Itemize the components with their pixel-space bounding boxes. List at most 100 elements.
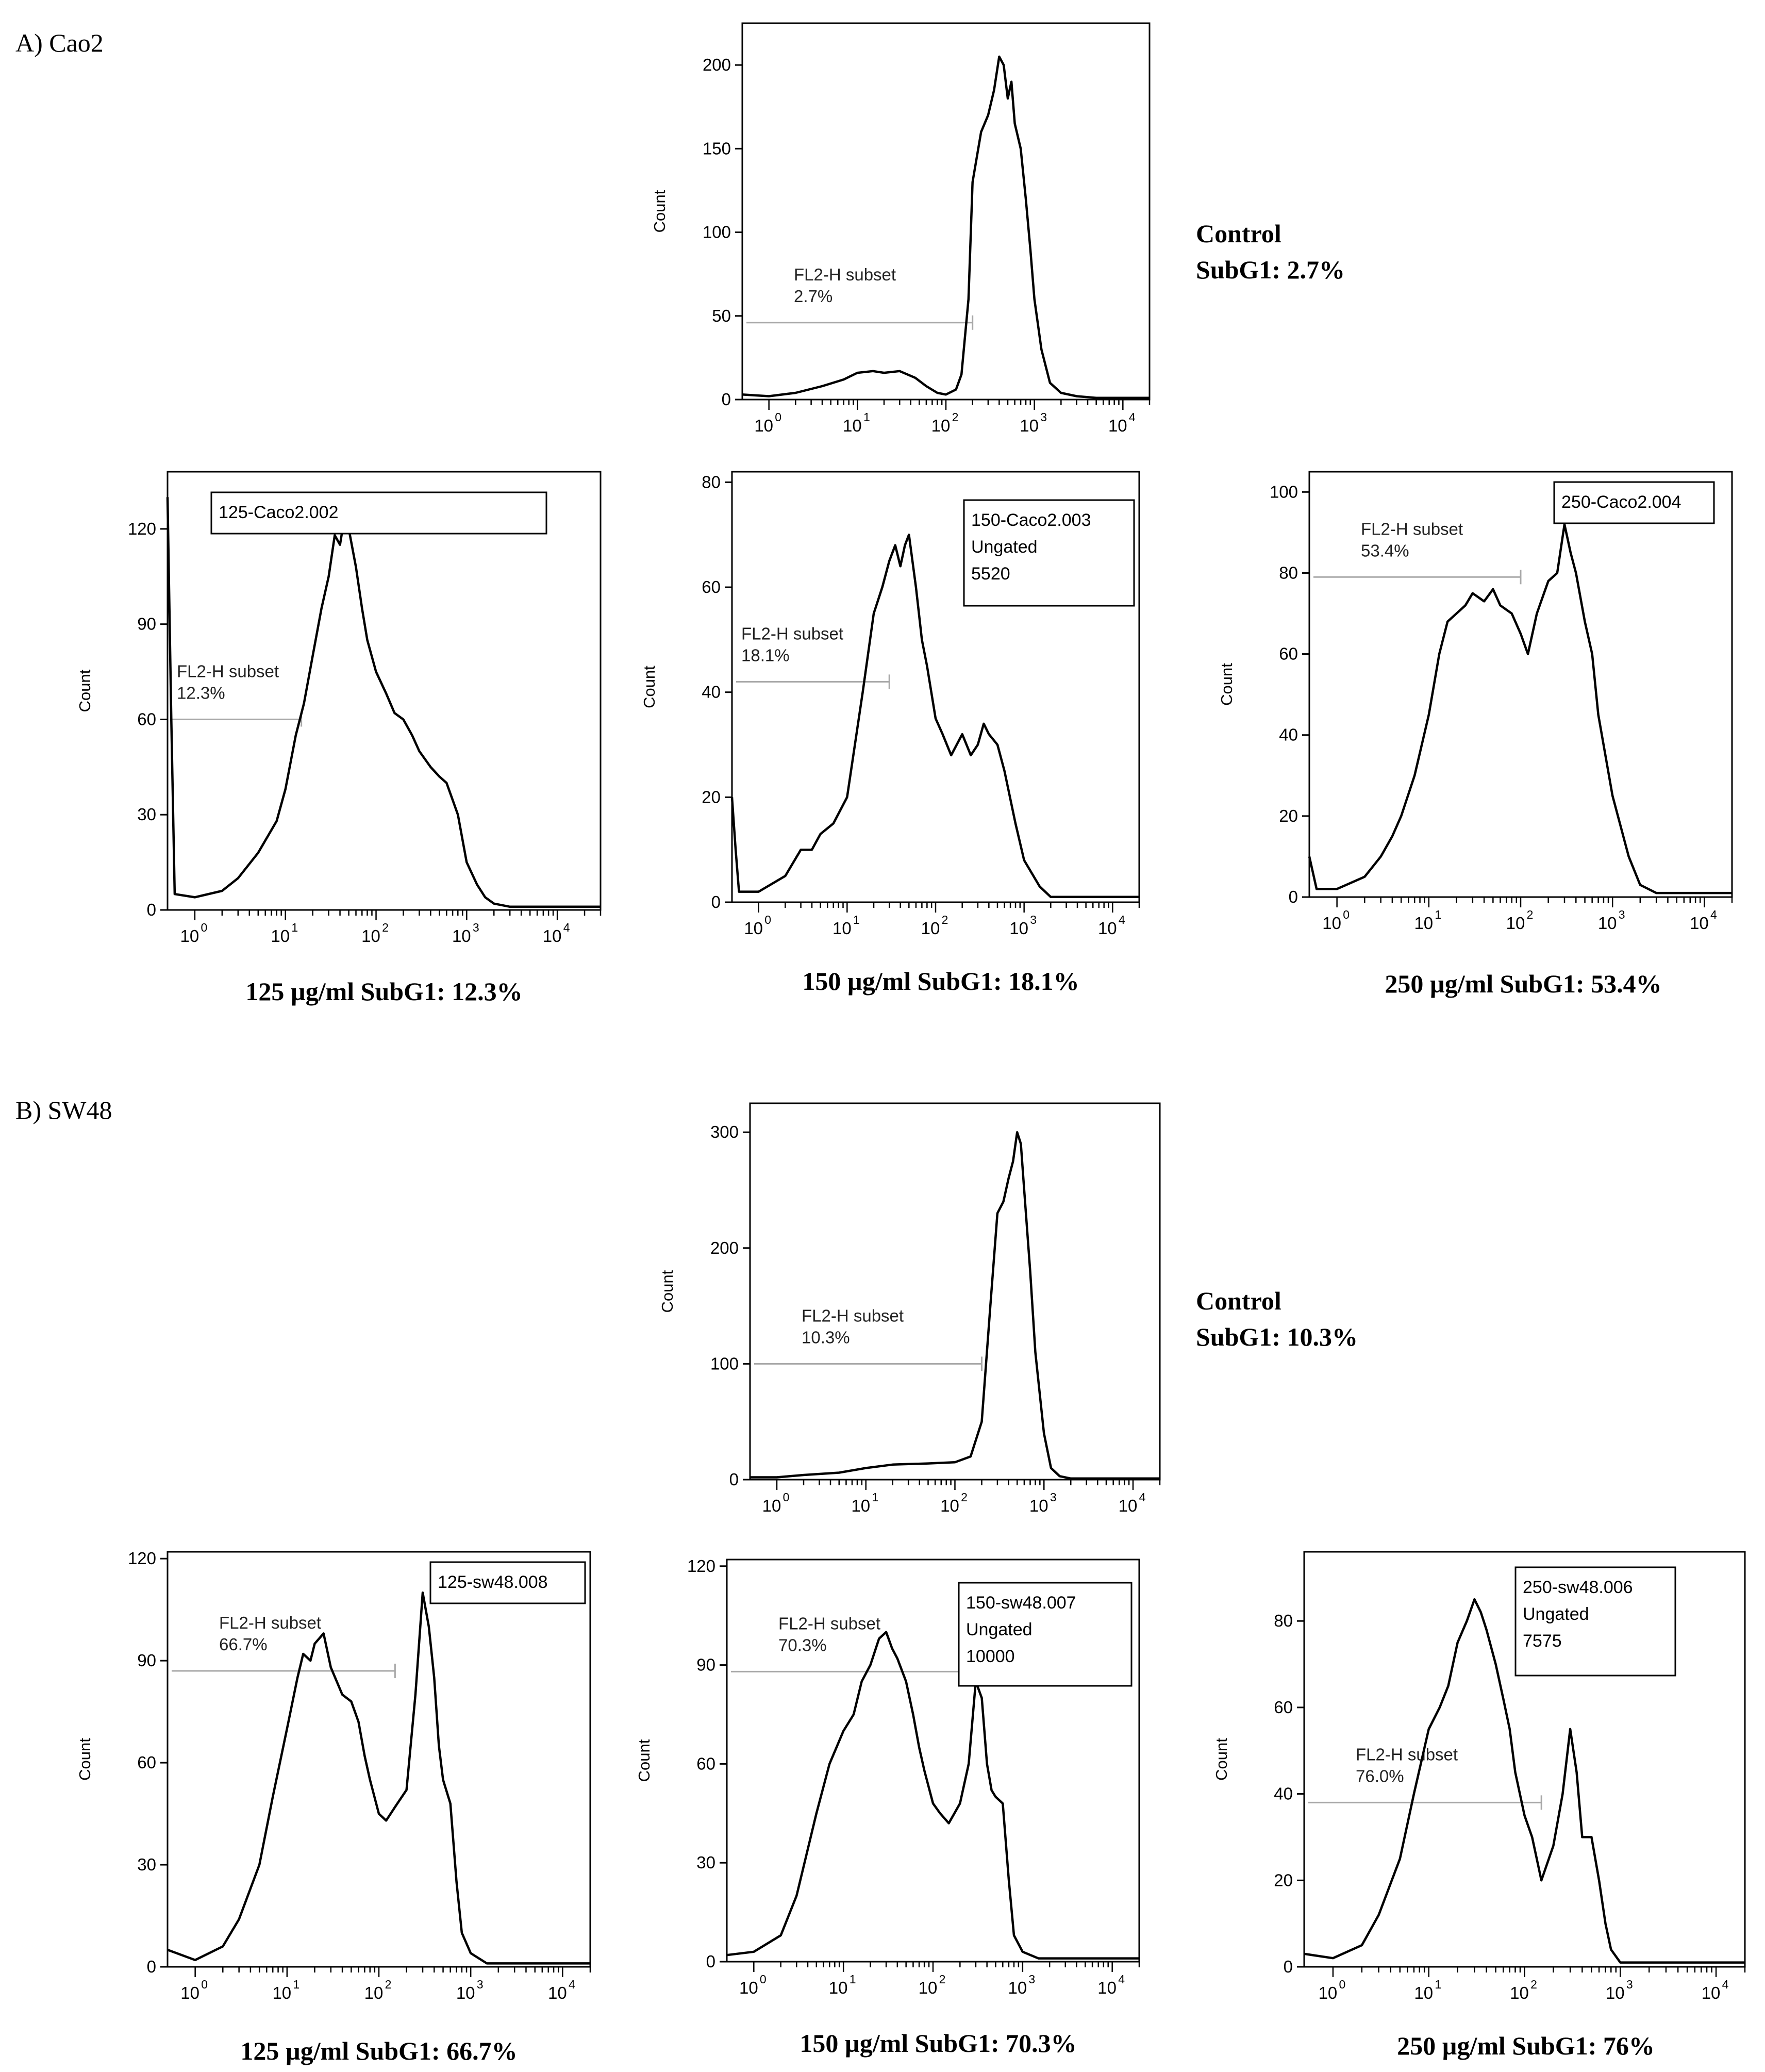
y-axis-title: Count (640, 666, 658, 708)
x-tick-exponent: 2 (1530, 1978, 1537, 1991)
x-tick-label: 10 1 (271, 921, 298, 946)
x-tick-label: 10 3 (1020, 410, 1047, 435)
x-tick-base: 10 (931, 416, 951, 435)
y-axis-title: Count (1218, 663, 1236, 706)
x-tick-exponent: 4 (1118, 1972, 1125, 1986)
gate-percent: 53.4% (1361, 541, 1409, 560)
y-axis-title: Count (651, 190, 669, 233)
panel-caption: 150 µg/ml SubG1: 18.1% (802, 967, 1079, 996)
sample-box-line: 125-sw48.008 (438, 1572, 548, 1592)
gate-percent: 12.3% (177, 683, 225, 702)
x-tick-base: 10 (921, 919, 940, 938)
sample-box-line: 150-Caco2.003 (971, 510, 1091, 530)
y-tick-label: 30 (137, 805, 156, 824)
histogram-trace (750, 1131, 1160, 1480)
y-tick-label: 0 (147, 900, 156, 919)
histogram-trace (1308, 523, 1732, 894)
panel-caption: SubG1: 10.3% (1196, 1322, 1358, 1351)
y-tick-label: 120 (128, 519, 156, 538)
x-tick-label: 10 4 (1690, 908, 1717, 933)
sample-box-line: Ungated (1523, 1604, 1589, 1624)
x-tick-exponent: 3 (1626, 1978, 1633, 1991)
x-tick-exponent: 1 (293, 1978, 299, 1991)
gate-label: FL2-H subset (802, 1306, 904, 1325)
plot-frame (166, 471, 602, 911)
x-tick-exponent: 3 (1050, 1490, 1057, 1504)
y-tick-label: 0 (1284, 1957, 1293, 1976)
x-tick-base: 10 (1108, 416, 1127, 435)
y-tick-label: 150 (703, 139, 731, 158)
gate-label: FL2-H subset (1361, 519, 1463, 538)
y-tick-label: 0 (711, 892, 721, 911)
x-tick-base: 10 (832, 919, 852, 938)
sample-box (429, 1561, 586, 1604)
x-tick-label: 10 2 (361, 921, 389, 946)
y-tick-label: 60 (137, 1753, 156, 1772)
sample-box-line: Ungated (966, 1620, 1033, 1639)
x-tick-exponent: 2 (382, 921, 389, 934)
x-tick-base: 10 (180, 1983, 199, 2002)
x-tick-base: 10 (1414, 914, 1433, 933)
x-tick-label: 10 1 (1414, 1978, 1441, 2002)
x-tick-base: 10 (543, 926, 562, 946)
y-tick-label: 200 (710, 1238, 739, 1257)
y-tick-label: 100 (710, 1354, 739, 1373)
y-tick-label: 300 (710, 1122, 739, 1141)
x-tick-label: 10 2 (1510, 1978, 1537, 2002)
x-tick-base: 10 (1598, 914, 1617, 933)
x-tick-exponent: 3 (1030, 913, 1037, 926)
x-tick-base: 10 (1319, 1983, 1338, 2002)
x-tick-exponent: 4 (1722, 1978, 1729, 1991)
histogram-trace (730, 533, 1139, 899)
gate-label: FL2-H subset (219, 1613, 321, 1632)
x-tick-label: 10 0 (1322, 908, 1350, 933)
gate-label: FL2-H subset (794, 265, 896, 284)
panel-caption: 250 µg/ml SubG1: 76% (1397, 2031, 1655, 2060)
x-tick-base: 10 (739, 1978, 758, 1997)
x-tick-label: 10 2 (931, 410, 959, 435)
x-tick-exponent: 1 (850, 1972, 856, 1986)
x-tick-base: 10 (180, 926, 199, 946)
gate-label: FL2-H subset (778, 1614, 880, 1633)
gate-label: FL2-H subset (1356, 1745, 1458, 1764)
gate-percent: 76.0% (1356, 1766, 1404, 1785)
x-tick-base: 10 (1098, 919, 1117, 938)
y-tick-label: 60 (696, 1754, 715, 1773)
x-tick-exponent: 0 (1343, 908, 1350, 921)
histogram-trace (166, 497, 601, 908)
x-tick-base: 10 (762, 1496, 781, 1515)
gate-label: FL2-H subset (741, 624, 843, 643)
x-tick-label: 10 3 (1606, 1978, 1633, 2002)
sample-box-line: 5520 (971, 564, 1010, 584)
x-tick-base: 10 (364, 1983, 384, 2002)
y-tick-label: 200 (703, 55, 731, 74)
y-tick-label: 120 (687, 1556, 715, 1576)
y-tick-label: 0 (706, 1952, 715, 1971)
x-tick-exponent: 1 (1435, 1978, 1441, 1991)
y-axis-title: Count (76, 669, 94, 712)
x-tick-base: 10 (754, 416, 773, 435)
x-tick-label: 10 4 (548, 1978, 575, 2002)
x-tick-exponent: 0 (201, 1978, 208, 1991)
x-tick-base: 10 (271, 926, 290, 946)
x-tick-label: 10 1 (272, 1978, 299, 2002)
section-a-label: A) Cao2 (15, 28, 104, 57)
x-tick-exponent: 0 (1339, 1978, 1346, 1991)
sample-box-line: 250-Caco2.004 (1561, 492, 1681, 512)
gate-percent: 70.3% (778, 1635, 827, 1654)
x-tick-base: 10 (843, 416, 862, 435)
panel-caption: 150 µg/ml SubG1: 70.3% (800, 2029, 1076, 2058)
sample-box-line: 7575 (1523, 1631, 1562, 1651)
y-tick-label: 80 (702, 472, 721, 491)
sample-box (958, 1582, 1133, 1687)
x-tick-label: 10 1 (829, 1972, 856, 1997)
y-axis-title: Count (76, 1738, 94, 1781)
x-tick-base: 10 (919, 1978, 938, 1997)
gate-percent: 18.1% (741, 645, 790, 665)
sample-box (1553, 481, 1715, 524)
x-tick-exponent: 4 (1119, 913, 1125, 926)
